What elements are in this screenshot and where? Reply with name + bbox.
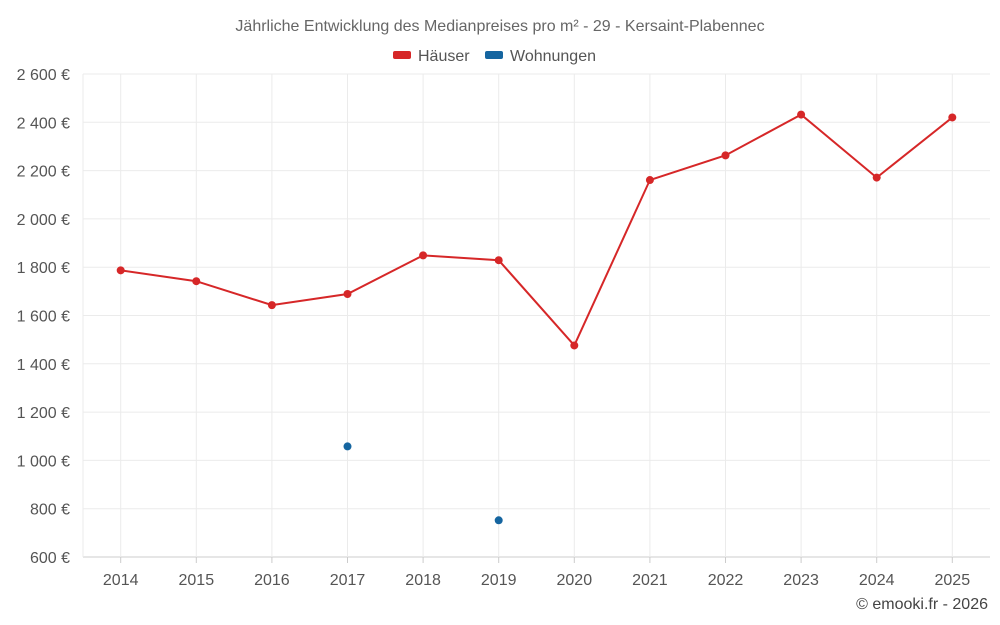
- y-tick-label: 1 400 €: [17, 357, 70, 374]
- chart-title: Jährliche Entwicklung des Medianpreises …: [235, 18, 764, 35]
- data-point-wohnungen: [343, 442, 352, 451]
- y-tick-label: 1 600 €: [17, 309, 70, 326]
- data-point-haeuser: [570, 341, 579, 350]
- legend-label-wohnungen: Wohnungen: [510, 48, 596, 65]
- x-tick-label: 2014: [103, 572, 139, 589]
- x-tick-label: 2020: [557, 572, 593, 589]
- data-point-haeuser: [721, 151, 730, 160]
- y-tick-label: 2 600 €: [17, 67, 70, 84]
- data-point-haeuser: [116, 266, 125, 275]
- legend-item-haeuser[interactable]: Häuser: [393, 48, 470, 65]
- data-point-haeuser: [343, 290, 352, 299]
- x-axis: 2014 2015 2016 2017 2018 2019 2020 2021 2022 2023…: [103, 557, 970, 589]
- y-tick-label: 600 €: [30, 550, 70, 567]
- y-axis: 600 € 800 € 1 000 € 1 200 € 1 400 € 1 600 € 1 …: [17, 67, 70, 567]
- y-tick-label: 1 200 €: [17, 405, 70, 422]
- data-point-haeuser: [948, 113, 957, 122]
- data-point-haeuser: [419, 251, 428, 260]
- x-tick-label: 2016: [254, 572, 290, 589]
- x-tick-label: 2023: [783, 572, 819, 589]
- data-point-haeuser: [192, 277, 201, 286]
- y-tick-label: 2 200 €: [17, 164, 70, 181]
- data-point-haeuser: [797, 110, 806, 119]
- legend: Häuser Wohnungen: [393, 48, 596, 65]
- copyright: © emooki.fr - 2026: [856, 596, 988, 613]
- y-tick-label: 800 €: [30, 502, 70, 519]
- series-layer: [116, 110, 957, 525]
- data-point-wohnungen: [494, 516, 503, 525]
- data-point-haeuser: [494, 256, 503, 265]
- data-point-haeuser: [645, 176, 654, 185]
- legend-item-wohnungen[interactable]: Wohnungen: [485, 48, 596, 65]
- data-point-haeuser: [872, 173, 881, 182]
- x-tick-label: 2015: [179, 572, 215, 589]
- x-tick-label: 2017: [330, 572, 366, 589]
- y-tick-label: 2 000 €: [17, 212, 70, 229]
- y-tick-label: 2 400 €: [17, 115, 70, 132]
- grid: [82, 73, 990, 558]
- x-tick-label: 2019: [481, 572, 517, 589]
- x-tick-label: 2022: [708, 572, 744, 589]
- x-tick-label: 2024: [859, 572, 895, 589]
- y-tick-label: 1 800 €: [17, 260, 70, 277]
- series-line-haeuser: [120, 113, 953, 348]
- legend-swatch-wohnungen: [485, 51, 503, 59]
- legend-label-haeuser: Häuser: [418, 48, 470, 65]
- y-tick-label: 1 000 €: [17, 453, 70, 470]
- legend-swatch-haeuser: [393, 51, 411, 59]
- x-tick-label: 2025: [935, 572, 971, 589]
- x-tick-label: 2021: [632, 572, 668, 589]
- x-tick-label: 2018: [405, 572, 441, 589]
- data-point-haeuser: [267, 301, 276, 310]
